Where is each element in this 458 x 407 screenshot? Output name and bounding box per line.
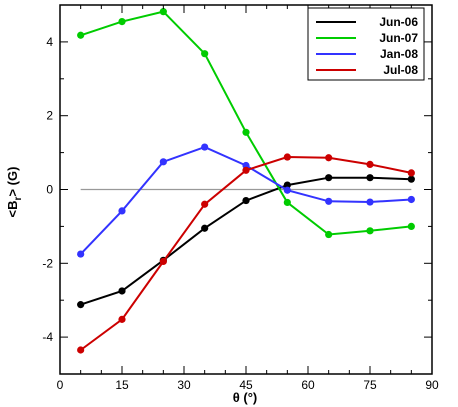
series-line-jul-08 <box>80 155 412 351</box>
data-point-jun-07 <box>366 227 374 235</box>
data-point-jun-06 <box>242 196 250 205</box>
data-point-jul-08 <box>159 257 167 266</box>
data-point-jan-08 <box>159 158 167 166</box>
data-point-jun-07 <box>159 8 167 16</box>
data-point-jan-08 <box>366 198 374 206</box>
data-point-jun-07 <box>407 222 415 230</box>
series-line-jun-06 <box>80 176 412 306</box>
axis-ticks: 0 15 30 45 60 75 90 -4 -2 0 2 4 <box>42 4 439 392</box>
data-point-jul-08 <box>201 200 209 208</box>
data-point-jun-07 <box>325 230 333 239</box>
x-tick-label: 75 <box>363 378 377 392</box>
data-point-jun-07 <box>283 198 291 207</box>
data-point-jun-06 <box>325 174 333 182</box>
data-point-jan-08 <box>325 197 333 205</box>
x-axis-title: θ (°) <box>233 390 258 405</box>
data-point-jul-08 <box>325 154 333 162</box>
data-point-jan-08 <box>118 207 126 215</box>
data-point-jan-08 <box>283 186 291 194</box>
data-point-jun-06 <box>77 301 85 309</box>
legend-label: Jun-07 <box>379 31 418 45</box>
data-point-jun-07 <box>118 18 126 26</box>
data-point-jun-06 <box>201 224 209 232</box>
y-tick-label: -4 <box>42 330 53 344</box>
y-tick-label: 0 <box>46 183 53 197</box>
data-point-jul-08 <box>242 166 250 174</box>
data-point-jul-08 <box>407 169 415 177</box>
y-tick-label: 2 <box>46 109 53 123</box>
data-point-jun-06 <box>366 174 374 182</box>
x-tick-label: 15 <box>115 378 129 392</box>
data-point-jan-08 <box>77 250 85 258</box>
x-tick-label: 60 <box>301 378 315 392</box>
plot-frame <box>59 4 433 375</box>
data-point-jun-06 <box>407 175 415 183</box>
data-point-jun-07 <box>77 31 85 39</box>
legend: Jun-06 Jun-07 Jan-08 Jul-08 <box>307 7 425 81</box>
legend-label: Jun-06 <box>379 15 418 29</box>
data-point-jul-08 <box>283 153 291 161</box>
data-point-jan-08 <box>407 195 415 204</box>
plot-marks <box>77 8 415 354</box>
y-tick-label: -2 <box>42 256 53 270</box>
data-point-jun-07 <box>201 50 209 58</box>
data-point-jul-08 <box>118 315 126 323</box>
x-tick-label: 0 <box>57 378 64 392</box>
data-point-jul-08 <box>366 160 374 169</box>
data-point-jan-08 <box>201 143 209 151</box>
x-tick-label: 30 <box>177 378 191 392</box>
y-tick-label: 4 <box>46 35 53 49</box>
legend-label: Jan-08 <box>380 47 418 61</box>
data-point-jun-06 <box>283 181 291 189</box>
data-point-jun-06 <box>118 287 126 295</box>
legend-label: Jul-08 <box>383 63 418 77</box>
data-point-jul-08 <box>77 346 85 354</box>
x-tick-label: 90 <box>425 378 439 392</box>
y-axis-title: <Br> (G) <box>5 167 24 218</box>
data-point-jun-07 <box>242 128 250 136</box>
legend-box <box>307 7 425 81</box>
x-tick-label: 45 <box>239 378 253 392</box>
